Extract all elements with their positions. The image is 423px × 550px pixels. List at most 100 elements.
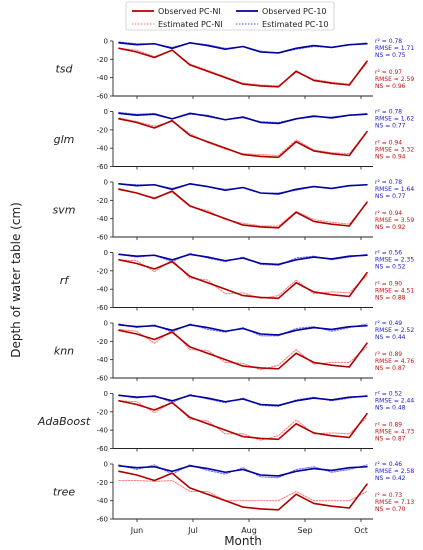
series-observed-pcni (118, 259, 368, 300)
stat-pcni-rmse: RMSE = 4.51 (375, 288, 414, 295)
series-observed-pc10 (118, 253, 368, 266)
stat-pcni-rmse: RMSE = 3.59 (375, 217, 414, 224)
x-axis-title: Month (224, 534, 262, 548)
y-tick-label: -60 (97, 93, 108, 101)
y-tick-label: -60 (97, 375, 108, 383)
y-tick-label: -20 (97, 56, 108, 64)
panel-model-label: rf (60, 274, 71, 287)
panel-model-label: svm (53, 204, 76, 217)
y-tick-label: -20 (97, 338, 108, 346)
y-axis-title: Depth of water table (cm) (9, 202, 23, 358)
y-tick-label: -60 (97, 445, 108, 453)
stat-pcni-rmse: RMSE = 3.32 (375, 147, 414, 154)
series-observed-pcni (118, 47, 368, 88)
series-estimated-pcni (118, 259, 368, 299)
series-observed-pcni (118, 118, 368, 159)
panel-model-label: glm (54, 133, 75, 146)
stat-pc10-r2: r² = 0.78 (375, 109, 402, 116)
stat-pcni-r2: r² = 0.90 (375, 281, 402, 288)
stat-pc10-r2: r² = 0.78 (375, 179, 402, 186)
y-tick-label: -60 (97, 516, 108, 524)
stat-pc10-r2: r² = 0.78 (375, 38, 402, 45)
stat-pcni-ns: NS = 0.92 (375, 224, 406, 231)
stat-pcni-r2: r² = 0.73 (375, 492, 402, 499)
series-estimated-pcni (118, 400, 368, 441)
stat-pcni-r2: r² = 0.94 (375, 210, 402, 217)
y-tick-label: -40 (97, 356, 108, 364)
stat-pc10-rmse: RMSE = 2.44 (375, 398, 414, 405)
legend-label: Estimated PC-NI (158, 20, 223, 29)
legend-box (125, 1, 335, 31)
legend-label: Observed PC-NI (158, 7, 221, 16)
y-tick-label: -20 (97, 408, 108, 416)
y-tick-label: -60 (97, 234, 108, 242)
y-tick-label: -60 (97, 163, 108, 171)
stat-pcni-ns: NS = 0.88 (375, 295, 406, 302)
x-tick-label: Aug (241, 526, 257, 535)
series-observed-pcni (118, 470, 368, 511)
stat-pc10-rmse: RMSE = 2.58 (375, 468, 414, 475)
chart-legend: Observed PC-NI Observed PC-10 Estimated PC… (125, 1, 335, 31)
series-observed-pcni (118, 329, 368, 370)
panel-model-label: AdaBoost (37, 415, 91, 428)
series-estimated-pcni (118, 187, 368, 227)
legend-label: Estimated PC-10 (262, 20, 328, 29)
y-tick-label: 0 (104, 461, 108, 469)
y-tick-label: -60 (97, 304, 108, 312)
x-tick-label: Sep (297, 526, 312, 535)
y-tick-label: 0 (104, 249, 108, 257)
panel-model-label: tree (53, 486, 76, 499)
stat-pc10-r2: r² = 0.49 (375, 320, 402, 327)
stat-pc10-ns: NS = 0.52 (375, 264, 406, 271)
stat-pc10-ns: NS = 0.75 (375, 52, 406, 59)
x-tick-label: Jul (187, 526, 198, 535)
stat-pcni-r2: r² = 0.97 (375, 69, 402, 76)
y-tick-label: -40 (97, 215, 108, 223)
y-tick-label: 0 (104, 108, 108, 116)
stat-pc10-ns: NS = 0.77 (375, 193, 406, 200)
y-tick-label: -20 (97, 126, 108, 134)
stat-pcni-ns: NS = 0.96 (375, 83, 406, 90)
series-observed-pc10 (118, 324, 368, 336)
stat-pc10-rmse: RMSE = 2.52 (375, 327, 414, 334)
stat-pc10-ns: NS = 0.48 (375, 405, 406, 412)
stat-pcni-ns: NS = 0.70 (375, 506, 406, 513)
stat-pc10-rmse: RMSE = 1.62 (375, 116, 414, 123)
panel-model-label: tsd (55, 63, 73, 76)
stat-pcni-r2: r² = 0.94 (375, 140, 402, 147)
series-observed-pc10 (118, 394, 368, 407)
stat-pcni-r2: r² = 0.89 (375, 422, 402, 429)
stat-pc10-ns: NS = 0.44 (375, 334, 406, 341)
stat-pc10-ns: NS = 0.77 (375, 123, 406, 130)
stat-pcni-rmse: RMSE = 4.73 (375, 429, 414, 436)
stat-pcni-rmse: RMSE = 2.59 (375, 76, 414, 83)
y-tick-label: 0 (104, 390, 108, 398)
series-estimated-pcni (118, 479, 368, 502)
y-tick-label: -40 (97, 497, 108, 505)
y-tick-label: 0 (104, 179, 108, 187)
legend-label: Observed PC-10 (262, 7, 327, 16)
stat-pc10-r2: r² = 0.56 (375, 250, 402, 257)
stat-pcni-rmse: RMSE = 4.76 (375, 358, 414, 365)
x-tick-label: Jun (130, 526, 144, 535)
y-tick-label: 0 (104, 38, 108, 46)
stat-pc10-ns: NS = 0.42 (375, 475, 406, 482)
series-estimated-pcni (118, 328, 368, 371)
series-estimated-pcni (118, 117, 368, 157)
series-observed-pc10 (118, 42, 368, 54)
series-estimated-pcni (118, 47, 368, 87)
y-tick-label: -40 (97, 427, 108, 435)
y-tick-label: -40 (97, 145, 108, 153)
x-axis: Jun Jul Aug Sep Oct (130, 526, 368, 535)
y-tick-label: -40 (97, 286, 108, 294)
stat-pc10-r2: r² = 0.46 (375, 461, 402, 468)
series-observed-pc10 (118, 112, 368, 125)
